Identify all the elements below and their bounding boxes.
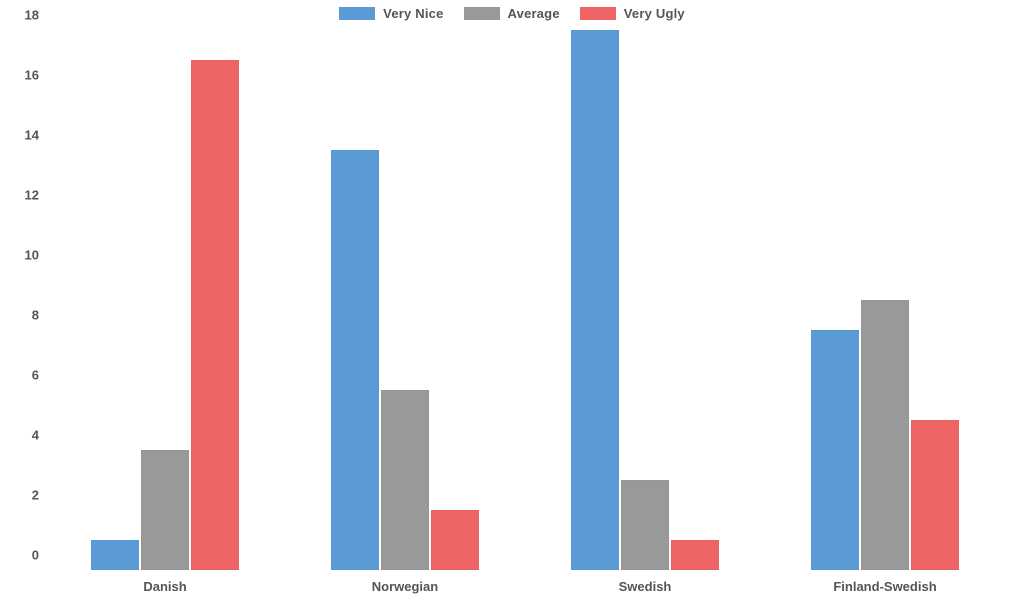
bar [91, 540, 139, 570]
y-axis-tick: 16 [5, 68, 39, 83]
bar [621, 480, 669, 570]
legend-item: Very Ugly [580, 6, 685, 21]
x-axis-label: Finland-Swedish [833, 579, 936, 594]
y-axis-tick: 4 [5, 428, 39, 443]
bar [811, 330, 859, 570]
y-axis-tick: 2 [5, 488, 39, 503]
bar [671, 540, 719, 570]
chart-plot-area: 024681012141618DanishNorwegianSwedishFin… [45, 30, 1005, 570]
legend-label: Average [508, 6, 560, 21]
legend-swatch [580, 7, 616, 20]
bar [381, 390, 429, 570]
legend-item: Very Nice [339, 6, 443, 21]
y-axis-tick: 0 [5, 548, 39, 563]
y-axis-tick: 8 [5, 308, 39, 323]
bar [861, 300, 909, 570]
bar [431, 510, 479, 570]
legend-label: Very Ugly [624, 6, 685, 21]
bar-chart: Very NiceAverageVery Ugly 02468101214161… [0, 0, 1024, 603]
legend-item: Average [464, 6, 560, 21]
legend-swatch [464, 7, 500, 20]
bar [911, 420, 959, 570]
y-axis-tick: 10 [5, 248, 39, 263]
chart-legend: Very Nice Average Very Ugly [0, 6, 1024, 25]
x-axis-label: Norwegian [372, 579, 438, 594]
legend-swatch [339, 7, 375, 20]
bar [141, 450, 189, 570]
legend-label: Very Nice [383, 6, 443, 21]
bar [191, 60, 239, 570]
x-axis-label: Danish [143, 579, 186, 594]
bar [331, 150, 379, 570]
bar [571, 30, 619, 570]
x-axis-label: Swedish [619, 579, 672, 594]
y-axis-tick: 18 [5, 8, 39, 23]
y-axis-tick: 12 [5, 188, 39, 203]
y-axis-tick: 6 [5, 368, 39, 383]
y-axis-tick: 14 [5, 128, 39, 143]
